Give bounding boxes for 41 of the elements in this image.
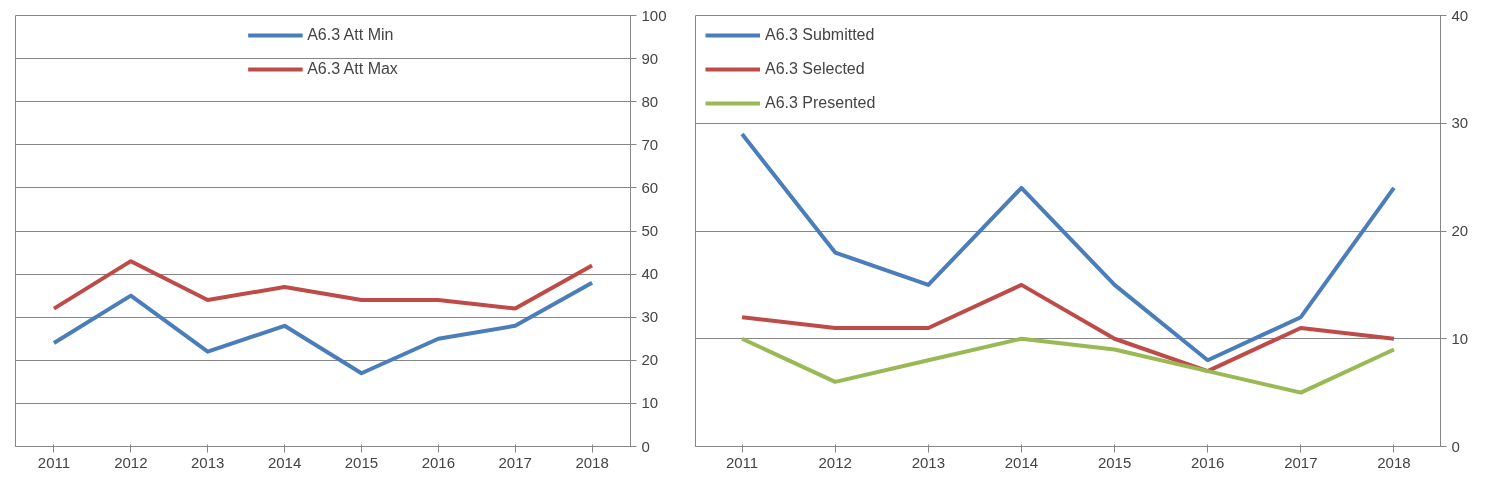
y-tick-label: 30 bbox=[641, 308, 659, 326]
x-tick-label: 2013 bbox=[191, 453, 225, 471]
x-tick-label: 2015 bbox=[1097, 453, 1132, 471]
x-tick-label: 2014 bbox=[267, 453, 302, 471]
y-tick-label: 50 bbox=[641, 222, 659, 239]
y-tick-label: 40 bbox=[641, 265, 659, 283]
x-tick-label: 2014 bbox=[1004, 453, 1039, 471]
legend-label: A6.3 Submitted bbox=[765, 26, 875, 44]
legend-label: A6.3 Att Max bbox=[307, 60, 398, 78]
x-tick-label: 2016 bbox=[1191, 453, 1225, 471]
y-tick-label: 10 bbox=[641, 394, 659, 412]
x-tick-label: 2011 bbox=[37, 453, 71, 471]
y-tick-label: 10 bbox=[1451, 329, 1469, 347]
line-series bbox=[740, 336, 1396, 395]
x-tick-label: 2016 bbox=[421, 453, 455, 471]
x-tick-label: 2012 bbox=[818, 453, 852, 471]
y-tick-label: 40 bbox=[1451, 6, 1469, 24]
x-tick-label: 2011 bbox=[725, 453, 759, 471]
line-series bbox=[51, 280, 595, 376]
legend-label: A6.3 Presented bbox=[765, 94, 876, 112]
y-tick-label: 90 bbox=[641, 49, 659, 67]
y-tick-label: 70 bbox=[641, 135, 659, 153]
y-tick-label: 80 bbox=[641, 92, 659, 110]
legend-label: A6.3 Selected bbox=[765, 60, 865, 78]
x-tick-label: 2012 bbox=[114, 453, 148, 471]
y-tick-label: 30 bbox=[1451, 114, 1469, 132]
line-series bbox=[740, 132, 1396, 363]
y-tick-label: 20 bbox=[641, 351, 659, 369]
y-tick-label: 100 bbox=[641, 6, 667, 24]
x-tick-label: 2017 bbox=[1284, 453, 1318, 471]
line-series bbox=[51, 259, 595, 311]
x-tick-label: 2013 bbox=[911, 453, 945, 471]
x-tick-label: 2015 bbox=[344, 453, 379, 471]
legend-label: A6.3 Att Min bbox=[307, 26, 394, 44]
x-tick-label: 2017 bbox=[498, 453, 532, 471]
x-tick-label: 2018 bbox=[575, 453, 609, 471]
y-tick-label: 60 bbox=[641, 178, 659, 196]
y-tick-label: 20 bbox=[1451, 222, 1469, 239]
y-tick-label: 0 bbox=[641, 437, 650, 455]
y-tick-label: 0 bbox=[1451, 437, 1460, 455]
x-tick-label: 2018 bbox=[1377, 453, 1411, 471]
